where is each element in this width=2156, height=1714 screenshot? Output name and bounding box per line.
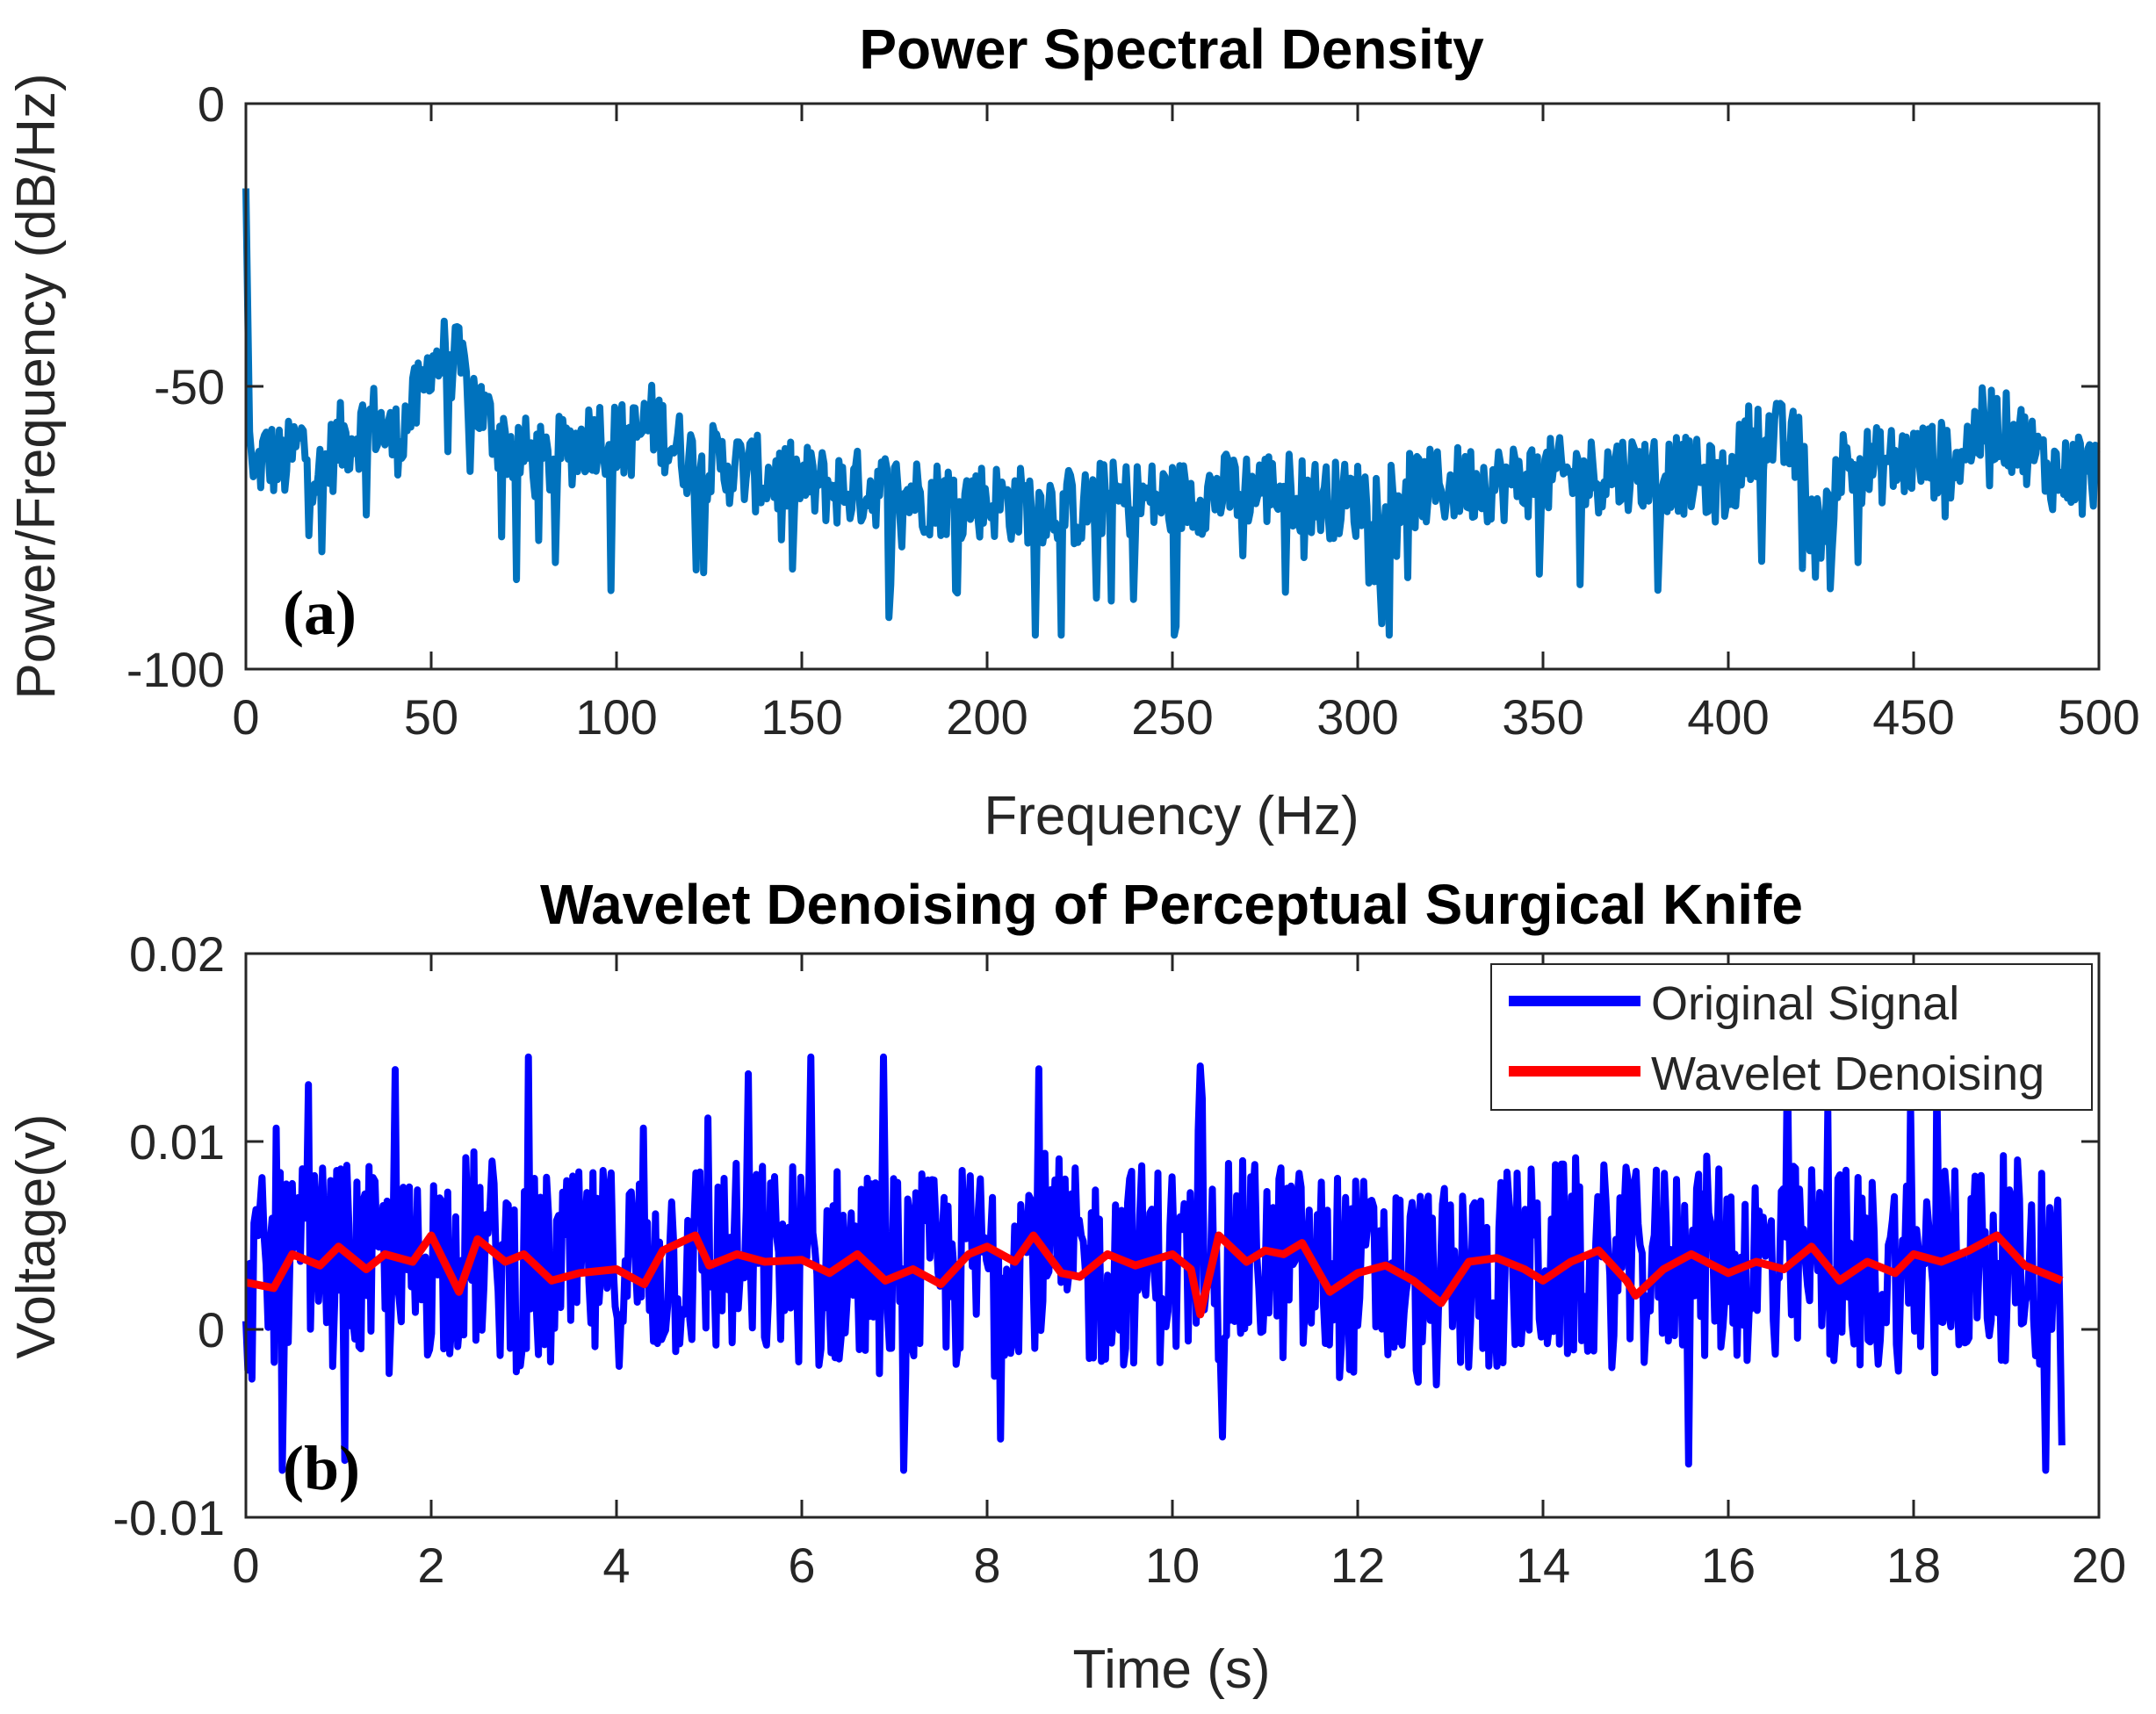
wavelet-y-tick-label: 0.01 <box>129 1114 225 1170</box>
psd-series-line <box>242 188 2101 639</box>
wavelet-x-tick-label: 6 <box>788 1538 815 1593</box>
psd-x-tick-label: 450 <box>1872 689 1954 745</box>
wavelet-x-tick-label: 2 <box>417 1538 444 1593</box>
legend: Original Signal Wavelet Denoising <box>1490 963 2093 1111</box>
psd-x-tick-label: 400 <box>1687 689 1769 745</box>
wavelet-xlabel: Time (s) <box>1073 1639 1271 1700</box>
wavelet-title: Wavelet Denoising of Perceptual Surgical… <box>540 873 1803 936</box>
wavelet-x-tick-label: 0 <box>232 1538 259 1593</box>
wavelet-denoising-line <box>245 1231 2064 1319</box>
wavelet-x-tick-label: 20 <box>2072 1538 2126 1593</box>
psd-xlabel: Frequency (Hz) <box>984 786 1359 846</box>
psd-title: Power Spectral Density <box>859 18 1484 81</box>
wavelet-x-ticks: 0 2 4 6 8 10 12 14 16 18 20 <box>232 954 2126 1593</box>
wavelet-panel-label: (b) <box>283 1433 360 1503</box>
psd-x-tick-label: 0 <box>232 689 259 745</box>
wavelet-plot-clip <box>242 1053 2066 1474</box>
psd-x-tick-label: 50 <box>404 689 458 745</box>
wavelet-x-tick-label: 10 <box>1145 1538 1200 1593</box>
wavelet-y-tick-label: 0 <box>198 1302 225 1358</box>
legend-label-original: Original Signal <box>1651 977 1959 1030</box>
psd-x-tick-label: 300 <box>1316 689 1398 745</box>
psd-y-ticks: -100 -50 0 <box>126 76 2099 697</box>
psd-x-tick-label: 350 <box>1502 689 1583 745</box>
psd-y-tick-label: -100 <box>126 642 225 697</box>
legend-box <box>1490 963 2093 1111</box>
psd-plot-clip <box>242 188 2101 639</box>
original-signal-line <box>242 1053 2066 1474</box>
legend-label-denoising: Wavelet Denoising <box>1651 1048 2044 1100</box>
psd-x-tick-label: 200 <box>946 689 1028 745</box>
wavelet-y-ticks: -0.01 0 0.01 0.02 <box>112 926 2099 1545</box>
psd-ylabel: Power/Frequency (dB/Hz) <box>6 73 67 699</box>
psd-panel: Power Spectral Density 0 50 100 150 200 250 30… <box>6 18 2140 846</box>
wavelet-ylabel: Voltage(v) <box>6 1113 67 1358</box>
psd-x-tick-label: 250 <box>1131 689 1213 745</box>
psd-panel-label: (a) <box>283 578 357 648</box>
psd-x-tick-label: 100 <box>575 689 657 745</box>
wavelet-panel: Wavelet Denoising of Perceptual Surgical… <box>6 873 2126 1700</box>
psd-y-tick-label: 0 <box>198 76 225 132</box>
wavelet-x-tick-label: 16 <box>1701 1538 1756 1593</box>
psd-x-tick-label: 500 <box>2058 689 2139 745</box>
psd-x-tick-label: 150 <box>761 689 842 745</box>
wavelet-x-tick-label: 8 <box>973 1538 1000 1593</box>
psd-x-ticks: 0 50 100 150 200 250 300 350 400 450 500 <box>232 104 2140 745</box>
wavelet-y-tick-label: -0.01 <box>112 1490 225 1545</box>
wavelet-x-tick-label: 12 <box>1330 1538 1385 1593</box>
wavelet-x-tick-label: 18 <box>1886 1538 1941 1593</box>
wavelet-y-tick-label: 0.02 <box>129 926 225 982</box>
psd-y-tick-label: -50 <box>154 359 225 414</box>
wavelet-x-tick-label: 4 <box>602 1538 630 1593</box>
wavelet-x-tick-label: 14 <box>1516 1538 1570 1593</box>
